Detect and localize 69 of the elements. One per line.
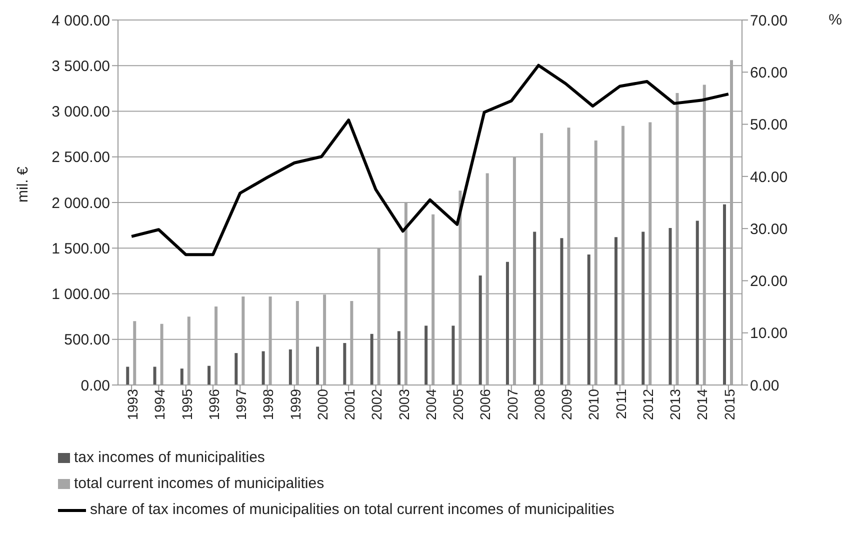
x-tick-label: 1993 — [124, 388, 141, 420]
x-tick-label: 2006 — [477, 388, 494, 420]
bar — [208, 366, 211, 385]
x-tick-label: 2010 — [586, 388, 602, 420]
y2-tick-label: 70.00 — [750, 12, 788, 30]
bar — [696, 220, 699, 385]
y2-tick-label: 50.00 — [750, 116, 788, 134]
legend-label: share of tax incomes of municipalities on total current incomes of municipalities — [90, 500, 614, 520]
y-tick-label: 2 000.00 — [52, 194, 110, 212]
bar — [126, 366, 130, 385]
y2-tick-label: 30.00 — [750, 220, 788, 238]
bar — [533, 232, 536, 385]
bar — [316, 346, 320, 385]
bar — [234, 353, 238, 385]
bar — [506, 262, 509, 385]
y2-tick-label: 10.00 — [750, 325, 788, 342]
y2-tick-label: 0.00 — [750, 377, 780, 394]
x-tick-label: 2005 — [450, 388, 466, 420]
x-tick-label: 1996 — [206, 388, 222, 420]
bar — [262, 351, 265, 385]
bar — [288, 349, 292, 385]
x-tick-label: 2015 — [721, 388, 738, 420]
y-tick-label: 2 500.00 — [52, 149, 110, 166]
x-tick-label: 2004 — [422, 388, 439, 420]
x-tick-label: 2014 — [694, 388, 710, 420]
bar — [153, 366, 156, 385]
x-tick-label: 1997 — [233, 388, 250, 420]
bar — [452, 326, 455, 385]
x-tick-label: 2007 — [504, 388, 520, 420]
y2-tick-label: 20.00 — [750, 273, 788, 290]
bar — [642, 232, 645, 385]
x-tick-label: 2011 — [612, 388, 629, 420]
x-tick-label: 2003 — [396, 388, 412, 420]
bar — [560, 238, 564, 385]
bar — [180, 368, 184, 385]
bar — [614, 237, 618, 385]
bar — [370, 334, 374, 385]
bar — [668, 228, 672, 385]
x-tick-label: 2001 — [342, 388, 358, 420]
x-tick-label: 2012 — [640, 388, 656, 420]
y-tick-label: 4 000.00 — [52, 12, 110, 30]
y-tick-label: 1 000.00 — [52, 286, 110, 304]
x-tick-label: 2013 — [667, 388, 684, 420]
legend-label: total current incomes of municipalities — [74, 474, 324, 494]
y2-tick-label: 40.00 — [750, 168, 788, 186]
x-tick-label: 2002 — [368, 388, 385, 420]
x-tick-label: 2008 — [531, 388, 548, 420]
y-tick-label: 3 000.00 — [52, 104, 110, 121]
y-tick-label: 3 500.00 — [52, 58, 110, 75]
x-tick-label: 2009 — [558, 388, 575, 420]
y-tick-label: 0.00 — [80, 377, 110, 394]
x-tick-label: 1994 — [152, 388, 168, 420]
bar — [478, 276, 482, 385]
bar — [424, 326, 428, 385]
x-tick-label: 1998 — [260, 388, 276, 420]
bar — [723, 204, 726, 385]
y2-axis-title: % — [828, 12, 842, 29]
legend-label: tax incomes of municipalities — [74, 448, 265, 468]
x-tick-label: 1999 — [287, 388, 304, 420]
bar — [587, 254, 590, 385]
bar — [343, 343, 346, 385]
line-series — [130, 64, 730, 256]
y2-tick-label: 60.00 — [750, 64, 788, 82]
y-axis-title: mil. € — [14, 166, 32, 202]
y-tick-label: 1 500.00 — [52, 240, 110, 258]
bar — [397, 331, 400, 385]
x-tick-label: 2000 — [314, 388, 330, 420]
y-tick-label: 500.00 — [64, 332, 110, 349]
x-tick-label: 1995 — [178, 388, 195, 420]
